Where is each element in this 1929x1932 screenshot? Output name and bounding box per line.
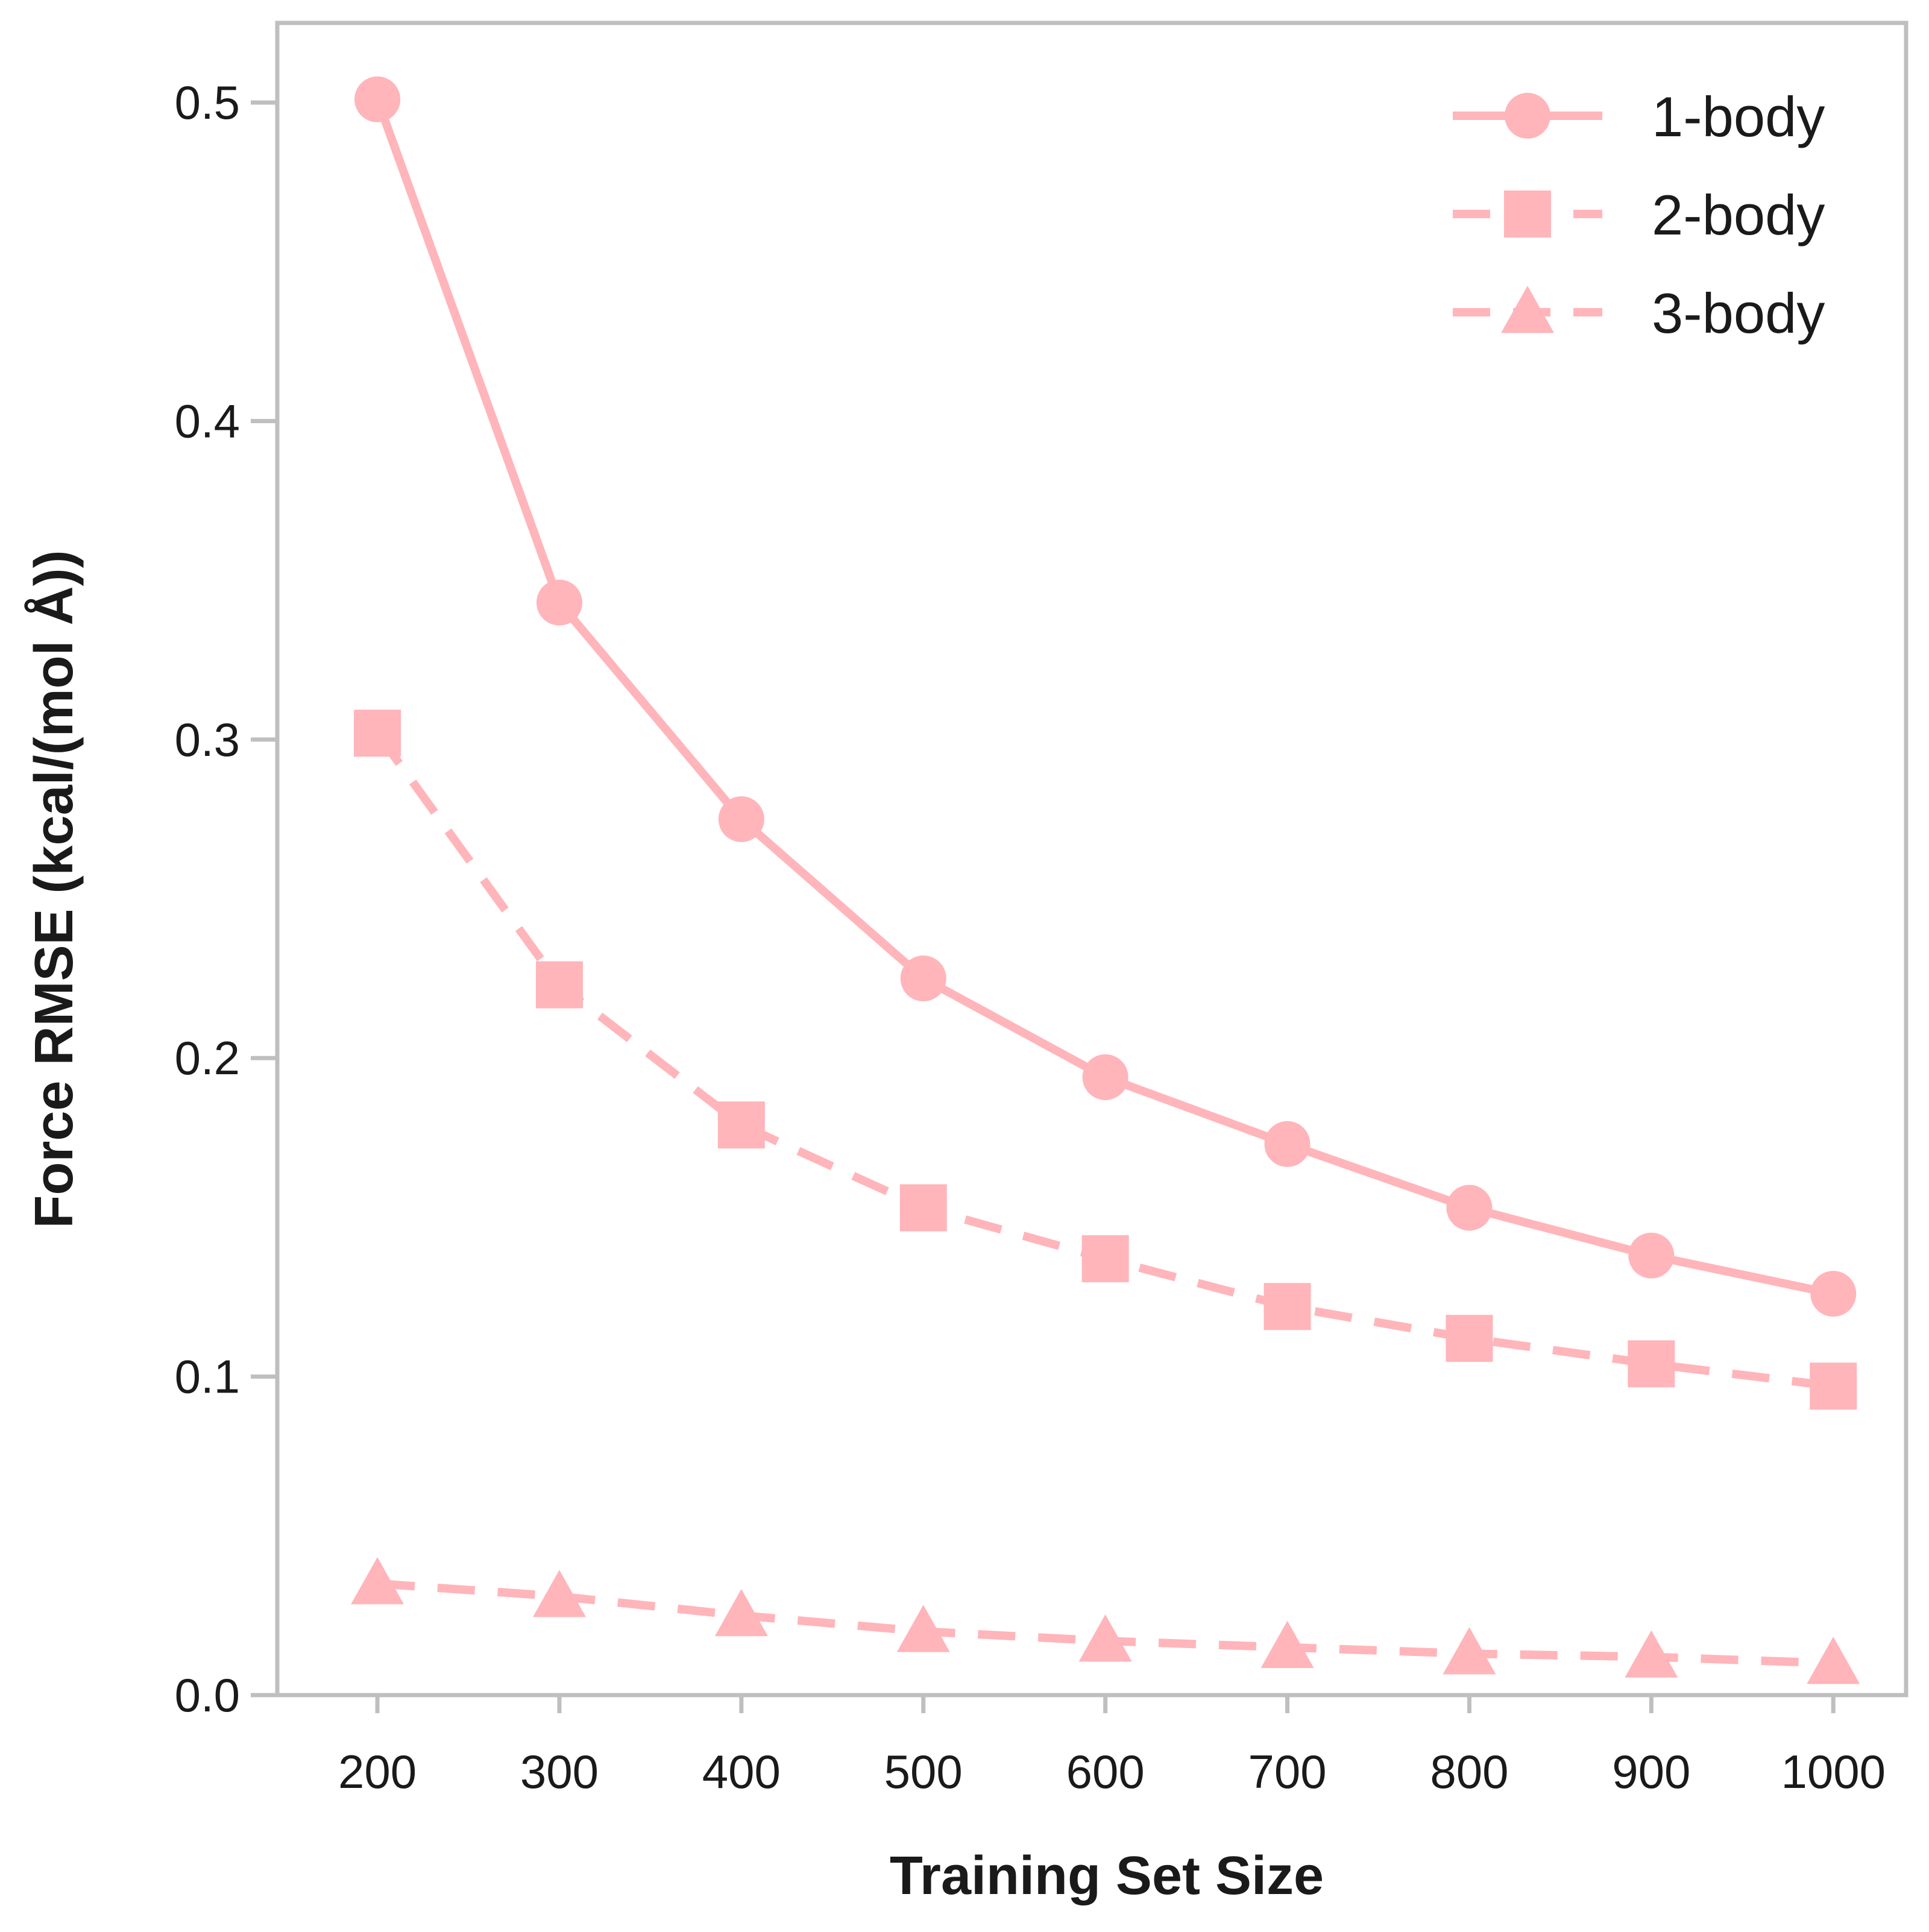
legend-item-2-body: 2-body: [1453, 183, 1825, 247]
y-tick-label: 0.0: [175, 1669, 240, 1722]
legend-marker: [1501, 286, 1554, 333]
legend-item-1-body: 1-body: [1453, 85, 1825, 148]
x-tick-label: 600: [1066, 1745, 1145, 1798]
y-tick-label: 0.1: [175, 1350, 240, 1403]
data-point-2-body: [1081, 1235, 1129, 1283]
series-line-1-body: [373, 98, 1834, 1298]
x-tick-label: 500: [884, 1745, 963, 1798]
x-axis-title: Training Set Size: [890, 1846, 1324, 1906]
data-point-1-body: [900, 955, 946, 1002]
y-tick-label: 0.5: [175, 76, 240, 129]
data-point-3-body: [1625, 1630, 1678, 1678]
legend-item-3-body: 3-body: [1453, 282, 1825, 345]
plot-area-frame: [275, 20, 1909, 1698]
data-point-3-body: [1078, 1614, 1132, 1662]
data-point-2-body: [354, 710, 401, 757]
legend-label: 3-body: [1652, 282, 1825, 345]
data-point-1-body: [1810, 1271, 1857, 1317]
x-tick-label: 400: [702, 1745, 781, 1798]
series-3-body: [351, 1557, 1860, 1684]
x-tick-label: 300: [520, 1745, 599, 1798]
data-point-1-body: [718, 796, 764, 842]
data-point-3-body: [351, 1557, 404, 1605]
x-tick-label: 1000: [1781, 1745, 1886, 1798]
data-point-2-body: [1263, 1283, 1311, 1330]
data-point-1-body: [1628, 1232, 1675, 1279]
series-1-body: [354, 76, 1857, 1317]
data-point-2-body: [1810, 1362, 1857, 1410]
legend-label: 2-body: [1652, 183, 1825, 247]
data-point-2-body: [717, 1101, 765, 1149]
legend-marker: [1505, 93, 1550, 139]
data-point-2-body: [1446, 1315, 1493, 1362]
legend-marker: [1504, 190, 1551, 238]
data-point-3-body: [532, 1570, 586, 1617]
data-point-1-body: [354, 76, 401, 122]
y-tick-label: 0.3: [175, 713, 240, 766]
data-point-3-body: [1807, 1637, 1860, 1684]
y-tick-label: 0.4: [175, 394, 240, 447]
data-point-3-body: [1260, 1620, 1314, 1669]
data-point-2-body: [899, 1184, 947, 1232]
x-tick-label: 700: [1248, 1745, 1326, 1798]
data-point-1-body: [1446, 1185, 1493, 1231]
data-point-1-body: [1264, 1121, 1311, 1167]
data-point-1-body: [1082, 1054, 1128, 1100]
x-tick-label: 200: [338, 1745, 417, 1798]
data-point-2-body: [1628, 1340, 1675, 1388]
x-tick-label: 900: [1612, 1745, 1690, 1798]
data-point-3-body: [896, 1605, 950, 1652]
data-point-3-body: [714, 1588, 768, 1637]
x-tick-label: 800: [1430, 1745, 1508, 1798]
legend-label: 1-body: [1652, 85, 1825, 148]
data-point-2-body: [535, 961, 583, 1008]
y-tick-label: 0.2: [175, 1031, 240, 1084]
y-axis-title: Force RMSE (kcal/(mol Å)): [24, 550, 84, 1228]
series-2-body: [354, 710, 1857, 1410]
data-point-1-body: [536, 579, 582, 626]
data-point-3-body: [1443, 1627, 1496, 1675]
